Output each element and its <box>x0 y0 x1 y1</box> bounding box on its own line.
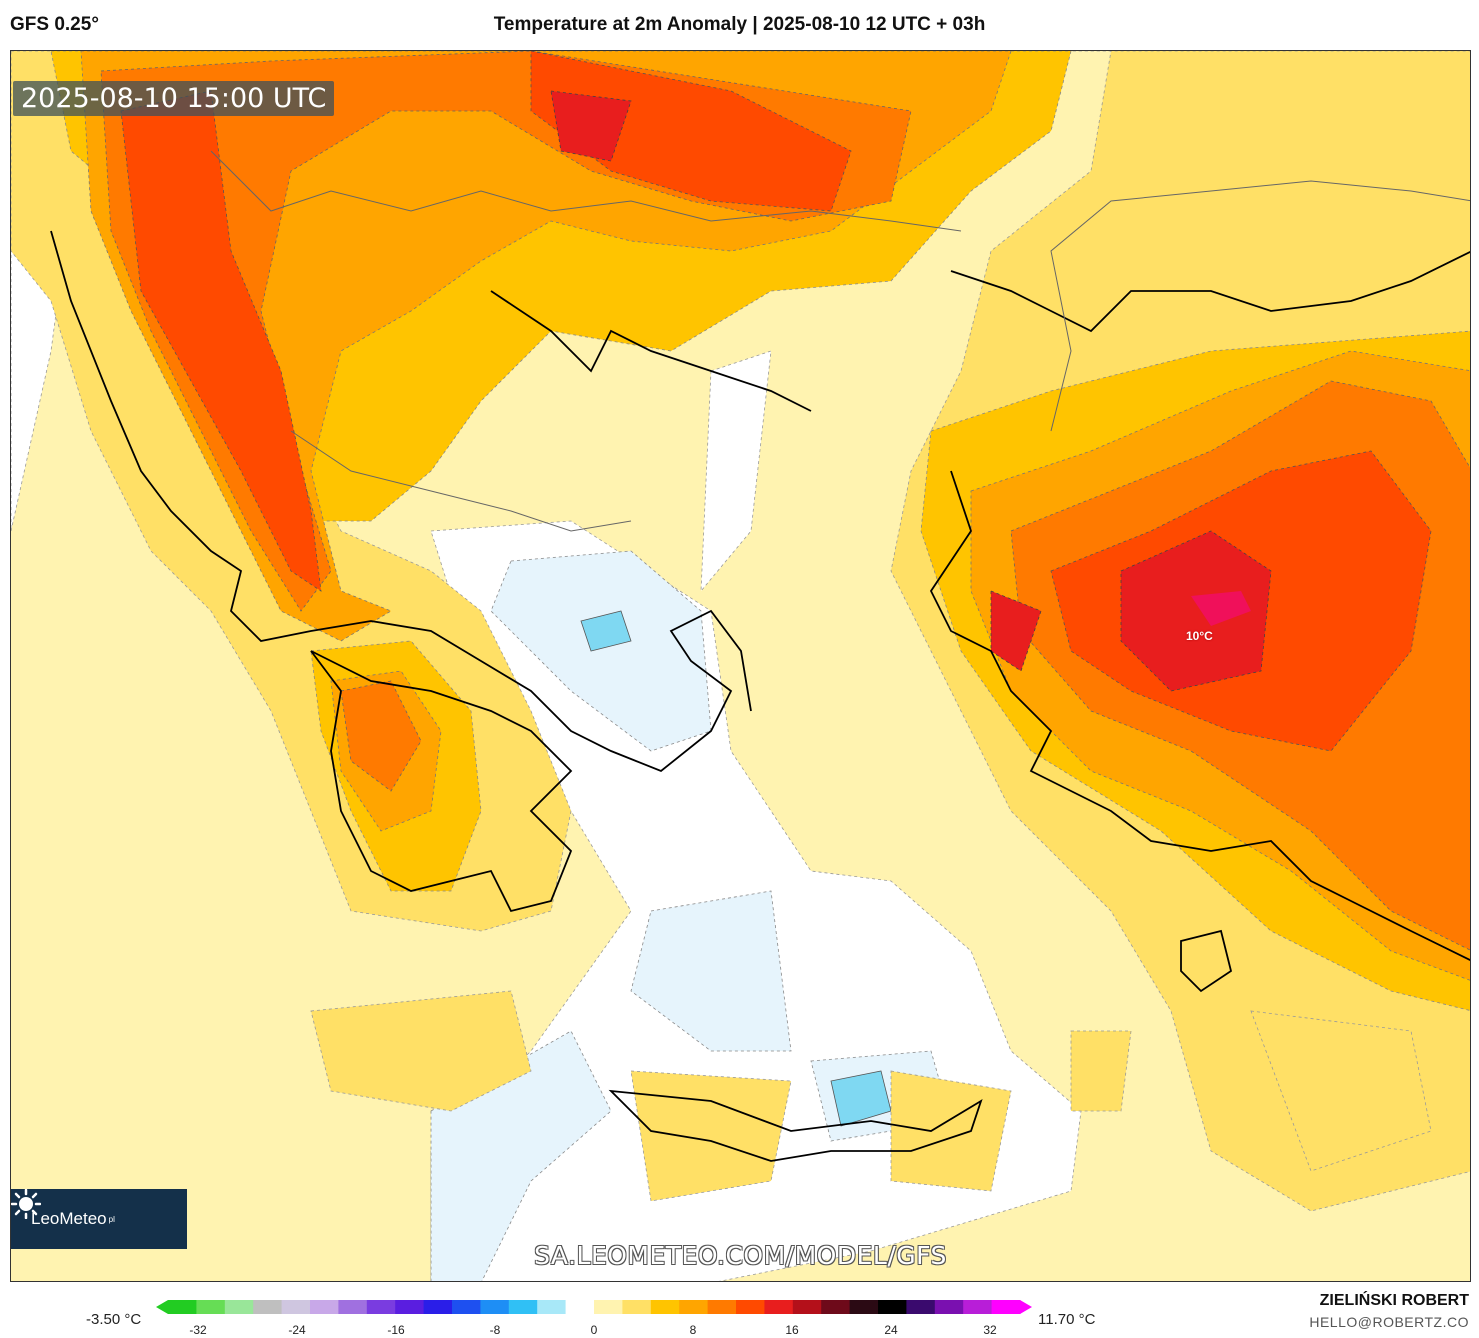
legend-max-value: 11.70 °C <box>1038 1311 1096 1328</box>
legend-color-swatch <box>906 1300 936 1314</box>
legend-color-swatch <box>736 1300 765 1314</box>
coastlines <box>50 230 1470 1162</box>
legend-color-swatch <box>878 1300 907 1314</box>
legend-color-swatch <box>452 1300 481 1314</box>
legend-color-swatch <box>650 1300 680 1314</box>
anomaly-map <box>11 51 1470 1281</box>
author-email: HELLO@ROBERTZ.CO <box>1309 1314 1469 1330</box>
legend-color-swatch <box>395 1300 425 1314</box>
anomaly-max-core <box>1191 591 1251 626</box>
valid-time-label: 2025-08-10 15:00 UTC <box>13 81 335 116</box>
leometeo-logo[interactable]: LeoMeteo pl <box>11 1189 187 1249</box>
legend-color-swatch <box>423 1300 453 1314</box>
legend-tick-label: 8 <box>689 1323 697 1337</box>
legend-min-arrow <box>156 1300 168 1314</box>
legend-color-swatch <box>253 1300 283 1314</box>
legend-color-swatch <box>224 1300 254 1314</box>
logo-suffix: pl <box>108 1214 115 1224</box>
legend-tick-label: 0 <box>590 1323 598 1337</box>
legend-color-swatch <box>963 1300 993 1314</box>
legend-color-swatch <box>196 1300 226 1314</box>
legend-color-swatch <box>508 1300 538 1314</box>
legend-color-swatch <box>366 1300 396 1314</box>
cold-cores <box>580 610 892 1127</box>
legend-max-arrow <box>1020 1300 1032 1314</box>
color-scale-bar <box>156 1300 1032 1314</box>
legend-tick-label: -24 <box>288 1323 306 1337</box>
legend-color-swatch <box>338 1300 368 1314</box>
legend-color-swatch <box>849 1300 879 1314</box>
legend-tick-label: 32 <box>983 1323 997 1337</box>
legend-color-swatch <box>934 1300 964 1314</box>
map-panel: 2025-08-10 15:00 UTC 10°C LeoMeteo pl SA… <box>10 50 1471 1282</box>
model-label: GFS 0.25° <box>10 14 99 35</box>
legend-tick-label: -8 <box>489 1323 501 1337</box>
legend-color-swatch <box>821 1300 851 1314</box>
legend-tick-label: -32 <box>189 1323 207 1337</box>
legend-color-swatch <box>594 1300 623 1314</box>
legend-color-swatch <box>281 1300 311 1314</box>
legend-color-swatch <box>764 1300 794 1314</box>
legend-tick-label: 16 <box>785 1323 799 1337</box>
legend-color-swatch <box>310 1300 339 1314</box>
legend-color-swatch <box>480 1300 510 1314</box>
legend-tick-label: 24 <box>884 1323 898 1337</box>
max-value-annotation: 10°C <box>1186 629 1213 643</box>
legend-tick-label: -16 <box>387 1323 405 1337</box>
legend-color-swatch <box>991 1300 1021 1314</box>
legend-color-swatch <box>707 1300 737 1314</box>
legend-color-swatch <box>622 1300 652 1314</box>
logo-text: LeoMeteo <box>31 1209 107 1228</box>
legend-min-value: -3.50 °C <box>86 1311 142 1328</box>
sun-icon <box>11 1189 41 1219</box>
website-watermark: SA.LEOMETEO.COM/MODEL/GFS <box>534 1241 947 1270</box>
legend-color-swatch <box>537 1300 567 1314</box>
legend-color-swatch <box>168 1300 197 1314</box>
legend-color-swatch <box>679 1300 709 1314</box>
author-name: ZIELIŃSKI ROBERT <box>1319 1292 1469 1309</box>
anomaly-red <box>550 90 1272 692</box>
legend-color-swatch <box>792 1300 822 1314</box>
borders <box>210 150 1470 532</box>
chart-title: Temperature at 2m Anomaly | 2025-08-10 1… <box>493 14 986 35</box>
legend-color-swatch <box>565 1300 595 1314</box>
